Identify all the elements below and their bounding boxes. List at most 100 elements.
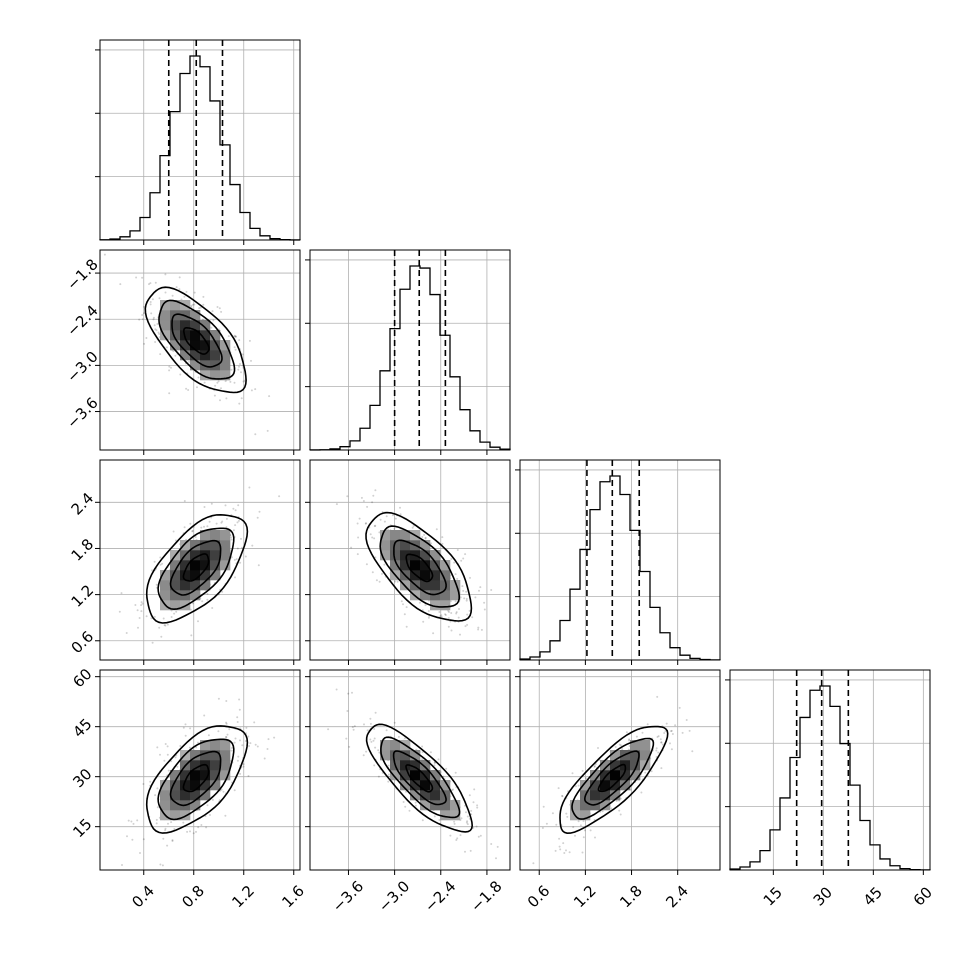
scatter-point [477,628,480,631]
scatter-point [140,610,143,613]
scatter-point [164,624,167,627]
scatter-point [374,524,377,527]
scatter-point [374,489,377,492]
scatter-point [551,812,554,815]
scatter-point [170,616,173,618]
scatter-point [657,751,660,754]
density-cell [210,750,221,761]
scatter-point [477,626,480,629]
scatter-point [558,837,561,840]
density-cell [580,800,591,811]
density-cell [180,790,191,801]
scatter-point [468,794,471,797]
scatter-point [153,560,156,563]
contour-line [597,763,627,793]
scatter-point [239,739,241,742]
density-cell [420,760,431,771]
scatter-point [444,613,447,616]
scatter-point [233,334,236,337]
scatter-point [348,745,351,748]
scatter-point [561,794,564,797]
density-cell [440,810,451,821]
scatter-point [136,819,139,822]
histogram-bar [460,410,470,450]
scatter-point [159,353,162,356]
density-cell [190,330,201,341]
scatter-point [466,823,469,826]
scatter-point [593,765,596,767]
density-cell [570,800,581,811]
scatter-point [439,615,442,618]
scatter-point [353,725,356,728]
scatter-point [239,363,241,365]
density-cell [180,570,191,581]
scatter-point [374,711,377,714]
histogram-bar [640,572,650,660]
contour-line [571,737,655,820]
scatter-point [174,354,177,357]
panel-frame [309,249,511,451]
histogram-bar [560,621,570,660]
density-cell [420,570,431,581]
scatter-point [132,822,135,825]
density-cell [200,580,211,591]
density-cell [200,530,211,541]
scatter-point [450,629,453,632]
density-cell [160,320,171,331]
scatter-point [456,549,459,551]
scatter-point [161,562,164,565]
scatter-point [188,360,191,363]
density-cell [210,780,221,791]
scatter-point [171,839,174,842]
panel-3-1: −3.6 −3.0 −2.4 −1.8 [305,669,511,916]
scatter-point [232,507,235,510]
scatter-point [156,746,159,749]
scatter-point [165,346,168,349]
scatter-point [254,433,257,436]
scatter-point [369,722,372,725]
scatter-point [197,741,199,744]
density-cell [420,560,431,571]
scatter-point [158,626,161,629]
scatter-point [159,753,161,756]
scatter-point [479,834,482,837]
scatter-point [254,388,257,391]
scatter-point [159,556,162,559]
density-cell [420,540,431,551]
scatter-point [438,819,441,821]
scatter-point [375,579,378,582]
density-cell [390,560,401,571]
scatter-point [234,524,237,527]
scatter-point [618,743,621,746]
panel-2-2 [515,459,721,665]
density-cell [170,330,181,341]
scatter-point [215,522,218,525]
density-cell [210,550,221,561]
scatter-point [365,522,367,525]
scatter-point [241,546,243,549]
scatter-point [464,625,467,628]
scatter-point [393,527,396,530]
density-cell [610,760,621,771]
scatter-point [335,688,338,691]
scatter-point [225,722,228,725]
scatter-point [175,610,178,613]
scatter-point [220,310,223,313]
scatter-point [149,303,152,306]
scatter-point [555,823,558,826]
density-cell [180,350,191,361]
scatter-point [366,729,369,732]
density-cell [420,590,431,601]
scatter-point [472,801,475,804]
density-cell [590,790,601,801]
scatter-point [448,611,450,613]
histogram-bar [670,648,680,660]
density-cell [160,310,171,321]
density-cell [180,580,191,591]
scatter-point [581,851,584,854]
scatter-point [557,787,560,790]
panel-3-2: 0.6 1.2 1.8 2.4 [515,669,721,911]
contour-line [145,513,249,624]
scatter-point [225,397,228,400]
scatter-point [362,754,365,757]
